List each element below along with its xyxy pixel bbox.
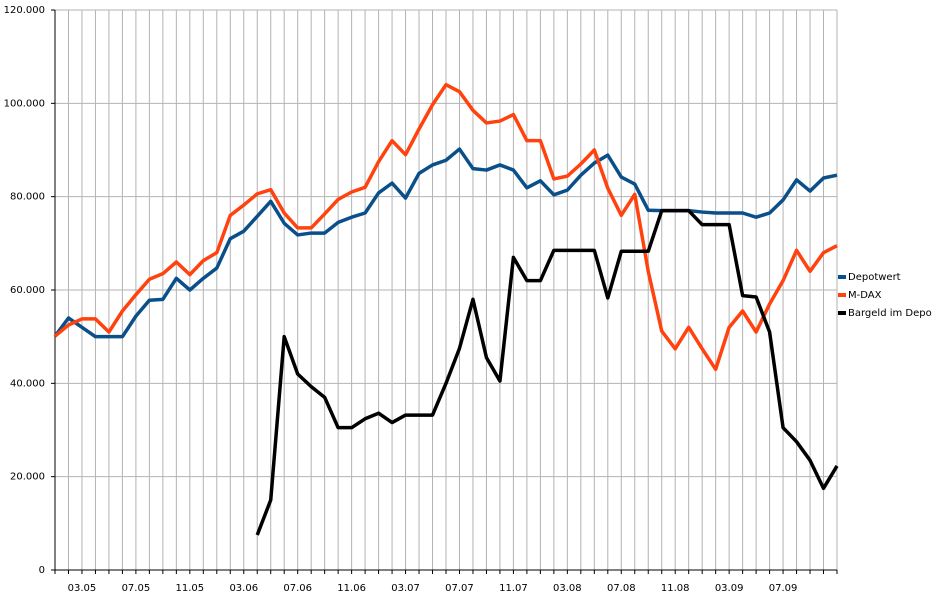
legend-label: Bargeld im Depot <box>848 308 932 319</box>
x-tick-label: 07.05 <box>122 583 151 594</box>
x-tick-label: 03.08 <box>553 583 582 594</box>
x-tick-label: 07.07 <box>445 583 474 594</box>
legend-swatch <box>838 275 846 279</box>
legend-swatch <box>838 311 846 315</box>
series-line <box>53 82 838 372</box>
x-tick-label: 11.06 <box>337 583 366 594</box>
x-tick-label: 07.09 <box>769 583 798 594</box>
y-tick-label: 60.000 <box>10 285 45 296</box>
y-tick-label: 0 <box>39 565 45 576</box>
x-tick-label: 11.07 <box>499 583 528 594</box>
x-tick-label: 07.06 <box>283 583 312 594</box>
y-tick-label: 120.000 <box>4 5 45 16</box>
series-line <box>53 147 838 339</box>
x-tick-label: 11.05 <box>176 583 205 594</box>
legend-swatch <box>838 293 846 297</box>
x-tick-label: 03.07 <box>391 583 420 594</box>
x-tick-label: 03.05 <box>68 583 97 594</box>
x-tick-label: 11.08 <box>661 583 690 594</box>
y-tick-label: 40.000 <box>10 378 45 389</box>
y-tick-label: 80.000 <box>10 192 45 203</box>
x-tick-label: 03.06 <box>229 583 258 594</box>
x-tick-label: 07.08 <box>607 583 636 594</box>
series-line <box>255 208 839 536</box>
legend-label: M-DAX <box>848 290 882 301</box>
x-tick-label: 03.09 <box>715 583 744 594</box>
legend-label: Depotwert <box>848 272 901 283</box>
y-tick-label: 100.000 <box>4 98 45 109</box>
y-tick-label: 20.000 <box>10 472 45 483</box>
